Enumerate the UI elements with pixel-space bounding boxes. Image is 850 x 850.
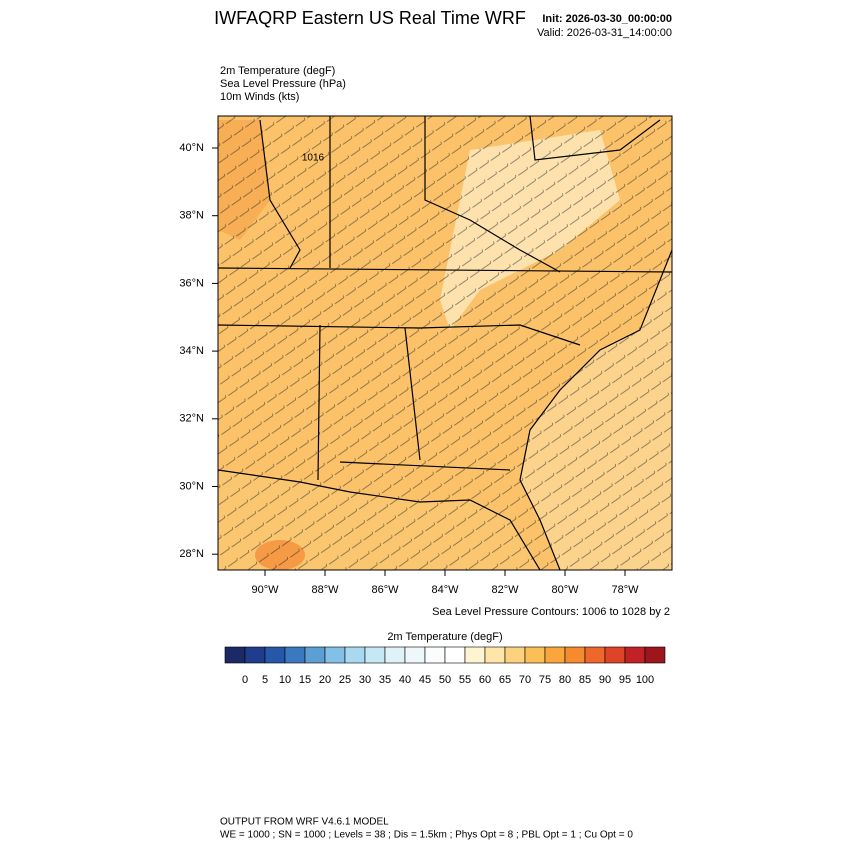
color-box [524, 646, 546, 664]
map: 1016 [218, 116, 672, 570]
color-box [344, 646, 366, 664]
color-box [464, 646, 486, 664]
lon-label: 88°W [311, 584, 339, 596]
colorbar-label: 35 [379, 674, 391, 686]
colorbar-label: 55 [459, 674, 471, 686]
color-box [364, 646, 386, 664]
lat-axis: 40°N 38°N 36°N 34°N 32°N 30°N 28°N [179, 142, 218, 560]
lat-label: 38°N [179, 210, 204, 222]
color-box [504, 646, 526, 664]
color-box [404, 646, 426, 664]
lat-label: 28°N [179, 548, 204, 560]
lon-label: 82°W [491, 584, 519, 596]
field-label: 10m Winds (kts) [220, 91, 299, 103]
color-box [564, 646, 586, 664]
color-box [264, 646, 286, 664]
colorbar-label: 45 [419, 674, 431, 686]
lon-label: 90°W [251, 584, 279, 596]
colorbar-label: 25 [339, 674, 351, 686]
field-label: 2m Temperature (degF) [220, 65, 335, 77]
color-box [484, 646, 506, 664]
colorbar: 0 5 10 15 20 25 30 35 40 45 50 55 60 65 70 75 80 85 90 95 10… [224, 646, 666, 686]
colorbar-label: 85 [579, 674, 591, 686]
lon-label: 86°W [371, 584, 399, 596]
boundaries [218, 116, 672, 570]
lon-label: 78°W [611, 584, 639, 596]
color-box [424, 646, 446, 664]
colorbar-label: 15 [299, 674, 311, 686]
colorbar-label: 90 [599, 674, 611, 686]
colorbar-label: 20 [319, 674, 331, 686]
color-box [304, 646, 326, 664]
color-box [624, 646, 646, 664]
footer-line: WE = 1000 ; SN = 1000 ; Levels = 38 ; Di… [220, 830, 633, 841]
contour-note: Sea Level Pressure Contours: 1006 to 102… [432, 606, 670, 618]
colorbar-label: 0 [242, 674, 248, 686]
contour-label: 1016 [302, 153, 325, 164]
colorbar-label: 70 [519, 674, 531, 686]
colorbar-label: 75 [539, 674, 551, 686]
colorbar-label: 5 [262, 674, 268, 686]
lat-label: 34°N [179, 345, 204, 357]
colorbar-label: 95 [619, 674, 631, 686]
color-box [544, 646, 566, 664]
lon-axis: 90°W 88°W 86°W 84°W 82°W 80°W 78°W [251, 570, 639, 596]
colorbar-label: 80 [559, 674, 571, 686]
colorbar-label: 65 [499, 674, 511, 686]
color-box [324, 646, 346, 664]
title: IWFAQRP Eastern US Real Time WRF [214, 8, 526, 28]
lon-label: 84°W [431, 584, 459, 596]
colorbar-label: 50 [439, 674, 451, 686]
color-box [584, 646, 606, 664]
color-box [604, 646, 626, 664]
field-label: Sea Level Pressure (hPa) [220, 78, 346, 90]
colorbar-label: 10 [279, 674, 291, 686]
color-box [224, 646, 246, 664]
lat-label: 32°N [179, 413, 204, 425]
lat-label: 30°N [179, 480, 204, 492]
valid-time: Valid: 2026-03-31_14:00:00 [537, 27, 672, 39]
lat-label: 40°N [179, 142, 204, 154]
footer-line: OUTPUT FROM WRF V4.6.1 MODEL [220, 817, 389, 828]
color-box [384, 646, 406, 664]
color-box [244, 646, 266, 664]
colorbar-title: 2m Temperature (degF) [387, 631, 502, 643]
colorbar-label: 30 [359, 674, 371, 686]
lon-label: 80°W [551, 584, 579, 596]
colorbar-label: 100 [636, 674, 654, 686]
colorbar-label: 60 [479, 674, 491, 686]
color-box [444, 646, 466, 664]
colorbar-label: 40 [399, 674, 411, 686]
lat-label: 36°N [179, 277, 204, 289]
color-box [284, 646, 306, 664]
color-box [644, 646, 666, 664]
init-time: Init: 2026-03-30_00:00:00 [542, 13, 672, 25]
wind-barbs [218, 116, 672, 570]
